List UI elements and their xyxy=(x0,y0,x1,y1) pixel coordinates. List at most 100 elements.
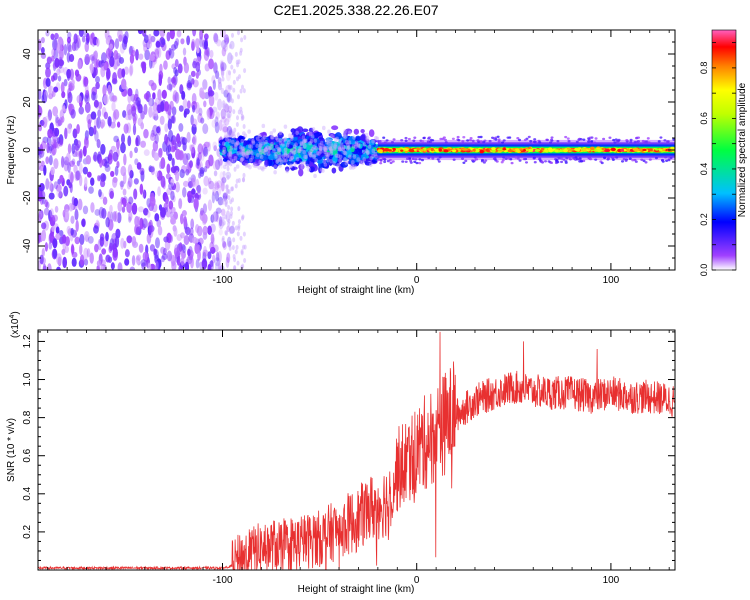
spectrogram-cell xyxy=(336,158,343,163)
spectrogram-cell xyxy=(54,205,59,213)
spectrogram-cell xyxy=(38,232,41,244)
spectrogram-cell xyxy=(352,154,357,159)
spectrogram-cell xyxy=(55,184,62,192)
spectrogram-cell xyxy=(214,91,219,101)
spectrogram-cell xyxy=(339,142,344,147)
spectrogram-cell xyxy=(82,205,89,215)
spectrogram-cell xyxy=(218,156,223,167)
spectrogram-cell xyxy=(273,170,277,175)
snr-xlabel: Height of straight line (km) xyxy=(298,584,415,595)
spectrogram-cell xyxy=(228,151,233,156)
spectrogram-xtick-label: 100 xyxy=(603,275,620,286)
spectrogram-cell xyxy=(328,145,332,150)
spectrogram-cell xyxy=(501,141,505,144)
spectrogram-cell xyxy=(101,208,107,219)
spectrogram-cell xyxy=(56,253,62,266)
spectrogram-cell xyxy=(200,91,206,100)
spectrogram-cell xyxy=(206,108,211,121)
spectrogram-cell xyxy=(82,145,87,157)
spectrogram-cell xyxy=(516,157,520,160)
spectrogram-cell xyxy=(171,139,177,152)
spectrogram-cell xyxy=(266,148,271,153)
spectrogram-cell xyxy=(119,180,125,188)
spectrogram-cell xyxy=(400,139,404,142)
spectrogram-cell xyxy=(111,101,116,112)
spectrogram-cell xyxy=(229,158,234,163)
spectrogram-cell xyxy=(70,215,75,225)
spectrogram-cell xyxy=(45,178,50,190)
spectrogram-cell xyxy=(629,138,633,142)
spectrogram-cell xyxy=(187,74,192,87)
spectrogram-cell xyxy=(429,138,433,142)
spectrogram-cell xyxy=(98,156,103,168)
spectrogram-cell xyxy=(594,137,598,140)
spectrogram-cell xyxy=(519,148,524,151)
spectrogram-cell xyxy=(70,171,74,184)
spectrogram-cell xyxy=(232,134,237,139)
spectrogram-cell xyxy=(325,140,329,145)
spectrogram-cell xyxy=(559,149,564,153)
spectrogram-cell xyxy=(75,220,79,232)
spectrogram-cell xyxy=(89,252,94,264)
spectrogram-cell xyxy=(228,138,237,147)
spectrogram-cell xyxy=(578,157,582,160)
spectrogram-cell xyxy=(46,56,52,65)
spectrogram-cell xyxy=(84,94,89,102)
spectrogram-cell xyxy=(84,92,90,104)
spectrogram-cell xyxy=(371,148,376,154)
spectrogram-cell xyxy=(303,154,307,160)
spectrogram-cell xyxy=(278,163,282,168)
spectrogram-cell xyxy=(333,137,338,142)
spectrogram-cell xyxy=(254,155,260,160)
spectrogram-cell xyxy=(299,149,308,158)
spectrogram-cell xyxy=(135,134,141,147)
spectrogram-cell xyxy=(587,137,591,140)
spectrogram-cell xyxy=(137,117,143,127)
spectrogram-cell xyxy=(326,158,330,163)
spectrogram-cell xyxy=(220,116,227,123)
spectrogram-cell xyxy=(233,145,238,151)
spectrogram-cell xyxy=(52,214,58,222)
spectrogram-cell xyxy=(227,221,231,227)
spectrogram-cell xyxy=(203,175,210,187)
spectrogram-cell xyxy=(45,30,50,37)
spectrogram-cell xyxy=(622,157,626,161)
spectrogram-cell xyxy=(367,144,372,149)
spectrogram-cell xyxy=(40,160,45,167)
spectrogram-cell xyxy=(228,128,234,140)
spectrogram-cell xyxy=(600,161,604,165)
spectrogram-cell xyxy=(222,220,226,226)
spectrogram-cell xyxy=(594,158,598,161)
spectrogram-cell xyxy=(64,236,70,247)
spectrogram-cell xyxy=(252,141,260,147)
spectrogram-cell xyxy=(634,160,638,163)
spectrogram-cell xyxy=(167,118,172,131)
spectrogram-cell xyxy=(566,137,570,140)
spectrogram-cell xyxy=(226,105,230,111)
spectrogram-cell xyxy=(325,137,330,143)
spectrogram-cell xyxy=(353,128,360,135)
spectrogram-cell xyxy=(70,108,76,119)
spectrogram-cell xyxy=(239,106,243,112)
spectrogram-cell xyxy=(247,129,251,134)
snr-ytick-label: 0.6 xyxy=(22,448,33,462)
spectrogram-cell xyxy=(71,79,75,87)
spectrogram-cell xyxy=(102,84,107,97)
spectrogram-cell xyxy=(49,208,54,218)
spectrogram-cell xyxy=(348,130,352,135)
spectrogram-cell xyxy=(95,81,100,90)
spectrogram-cell xyxy=(213,170,218,177)
spectrogram-cell xyxy=(105,217,110,228)
spectrogram-cell xyxy=(482,161,486,164)
spectrogram-cell xyxy=(150,35,156,43)
spectrogram-cell xyxy=(258,160,262,165)
spectrogram-cell xyxy=(311,126,316,132)
spectrogram-cell xyxy=(167,76,172,85)
spectrogram-cell xyxy=(191,92,197,105)
spectrogram-cell xyxy=(109,43,113,50)
spectrogram-cell xyxy=(270,135,275,140)
spectrogram-cell xyxy=(287,153,291,158)
spectrogram-cell xyxy=(209,223,216,233)
spectrogram-cell xyxy=(366,149,370,155)
spectrogram-cell xyxy=(166,163,171,174)
